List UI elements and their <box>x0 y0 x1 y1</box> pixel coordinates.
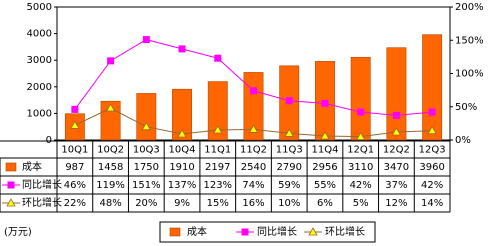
table-cell: 10% <box>278 198 300 209</box>
legend-label: 成本 <box>187 225 207 238</box>
table-cell: 59% <box>278 180 300 191</box>
x-tick-label: 10Q1 <box>61 145 88 156</box>
y-tick-label: 2000 <box>27 82 52 93</box>
point <box>428 108 436 116</box>
x-tick-label: 12Q2 <box>383 145 410 156</box>
point <box>213 125 223 134</box>
legend-key <box>308 227 318 236</box>
legend-label: 环比增长 <box>325 225 365 238</box>
point <box>70 120 80 129</box>
bar <box>207 81 228 141</box>
point <box>357 108 365 116</box>
point <box>142 36 150 44</box>
bar <box>350 56 371 141</box>
table-cell: 48% <box>99 198 121 209</box>
y-tick-label: 4000 <box>27 29 52 40</box>
point <box>107 57 115 65</box>
table-key <box>6 198 16 207</box>
x-tick-label: 10Q4 <box>169 145 196 156</box>
table-cell: 2197 <box>205 162 230 173</box>
x-tick-label: 12Q1 <box>347 145 374 156</box>
table-cell: 151% <box>132 180 161 191</box>
table-cell: 1910 <box>169 162 194 173</box>
y-tick-label: 3000 <box>27 55 52 66</box>
table-cell: 5% <box>353 198 369 209</box>
table-cell: 15% <box>207 198 229 209</box>
point <box>285 97 293 105</box>
point <box>355 131 366 141</box>
point <box>284 128 294 137</box>
point <box>105 103 116 112</box>
table-cell: 137% <box>168 180 197 191</box>
table-cell: 55% <box>314 180 336 191</box>
table-row-name: 同比增长 <box>22 178 62 191</box>
table-cell: 22% <box>64 198 86 209</box>
point <box>321 99 329 107</box>
table-cell: 42% <box>421 180 443 191</box>
x-tick-label: 11Q4 <box>311 145 338 156</box>
point <box>214 54 222 62</box>
point <box>248 124 259 133</box>
y2-tick-label: 0% <box>455 135 471 146</box>
bar <box>243 72 264 141</box>
table-cell: 1458 <box>98 162 123 173</box>
table-cell: 14% <box>421 198 443 209</box>
y2-tick-label: 100% <box>455 69 484 80</box>
table-cell: 3110 <box>348 162 373 173</box>
table-cell: 20% <box>135 198 157 209</box>
x-tick-label: 10Q2 <box>97 145 124 156</box>
table-row-name: 成本 <box>22 160 42 173</box>
table-cell: 2956 <box>312 162 337 173</box>
point <box>320 131 330 140</box>
table-cell: 6% <box>317 198 333 209</box>
table-cell: 119% <box>96 180 125 191</box>
table-cell: 16% <box>242 198 264 209</box>
point <box>391 127 402 136</box>
table-cell: 3470 <box>384 162 409 173</box>
bar <box>136 93 157 141</box>
x-tick-label: 11Q3 <box>276 145 303 156</box>
table-key <box>5 162 17 172</box>
y2-tick-label: 150% <box>455 35 484 46</box>
table-cell: 987 <box>65 162 84 173</box>
table-cell: 37% <box>385 180 407 191</box>
table-key <box>7 181 15 189</box>
point <box>177 129 187 138</box>
x-tick-label: 10Q3 <box>133 145 160 156</box>
table-cell: 123% <box>203 180 232 191</box>
legend-label: 同比增长 <box>257 225 297 238</box>
table-cell: 2540 <box>241 162 266 173</box>
table-cell: 3960 <box>419 162 444 173</box>
table-cell: 74% <box>242 180 264 191</box>
point <box>178 45 186 53</box>
legend-key <box>241 228 249 236</box>
table-cell: 12% <box>385 198 407 209</box>
y-tick-label: 5000 <box>27 2 52 13</box>
table-cell: 9% <box>174 198 190 209</box>
x-tick-label: 11Q1 <box>204 145 231 156</box>
y2-tick-label: 50% <box>455 102 477 113</box>
bar <box>422 34 443 141</box>
unit-label: (万元) <box>4 227 32 238</box>
point <box>392 111 400 119</box>
table-cell: 46% <box>64 180 86 191</box>
legend-key <box>169 227 181 237</box>
table-row-name: 环比增长 <box>22 196 62 209</box>
bar <box>172 88 192 141</box>
bar <box>386 47 407 141</box>
x-tick-label: 12Q3 <box>419 145 446 156</box>
legend-box <box>159 221 376 243</box>
table-cell: 42% <box>350 180 372 191</box>
point <box>71 105 79 113</box>
point <box>250 87 257 95</box>
table-cell: 2790 <box>277 162 302 173</box>
table-cell: 1750 <box>134 162 159 173</box>
point <box>427 125 437 135</box>
y2-tick-label: 200% <box>455 2 484 13</box>
point <box>141 121 152 131</box>
x-tick-label: 11Q2 <box>240 145 267 156</box>
y-tick-label: 1000 <box>27 108 52 119</box>
